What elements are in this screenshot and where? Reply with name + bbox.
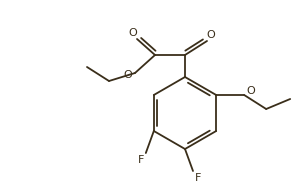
- Text: F: F: [195, 173, 201, 183]
- Text: O: O: [247, 86, 256, 96]
- Text: F: F: [138, 155, 144, 165]
- Text: O: O: [207, 30, 215, 40]
- Text: O: O: [124, 70, 132, 80]
- Text: O: O: [129, 28, 137, 38]
